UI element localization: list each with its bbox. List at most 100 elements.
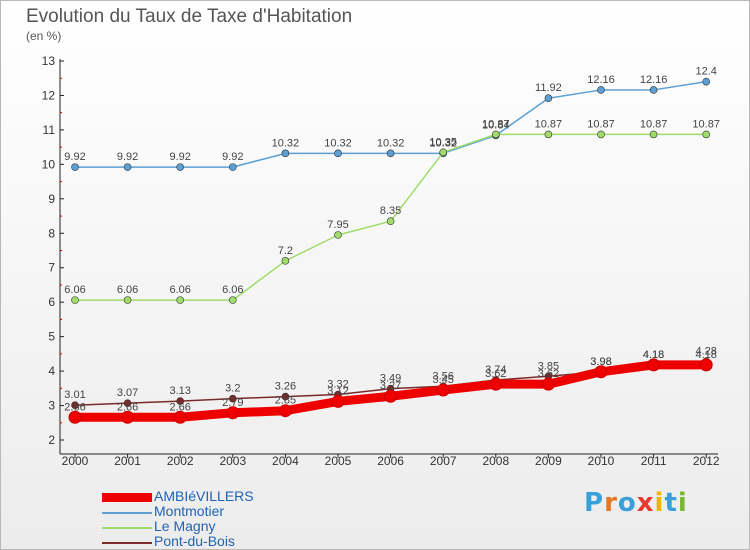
data-label: 8.35 — [380, 205, 401, 217]
data-label: 10.32 — [377, 137, 405, 149]
y-tick-label: 13 — [42, 54, 56, 68]
data-label: 10.87 — [587, 118, 615, 130]
data-point — [597, 130, 605, 139]
data-point — [68, 410, 82, 424]
data-point — [436, 383, 450, 397]
data-point — [71, 296, 79, 304]
data-label: 7.2 — [278, 245, 293, 257]
data-label: 2.66 — [64, 401, 85, 413]
data-point — [176, 163, 184, 171]
data-point — [229, 163, 237, 171]
data-point — [334, 149, 342, 158]
data-label: 2.66 — [169, 401, 190, 413]
data-label: 12.4 — [695, 66, 716, 78]
data-label: 9.92 — [169, 151, 190, 163]
data-label: 10.32 — [429, 137, 457, 149]
data-point — [597, 86, 605, 94]
y-tick-label: 12 — [42, 88, 56, 102]
y-tick-label: 9 — [48, 192, 55, 206]
data-label: 4.18 — [643, 349, 664, 361]
data-label: 12.16 — [640, 74, 668, 86]
x-tick-label: 2002 — [167, 454, 194, 468]
data-point — [229, 394, 237, 403]
x-tick-label: 2007 — [430, 454, 457, 468]
data-point — [229, 296, 237, 304]
data-label: 9.92 — [64, 151, 85, 163]
data-point — [594, 365, 608, 379]
data-label: 2.66 — [117, 401, 138, 413]
data-label: 3.01 — [64, 389, 85, 401]
chart-title: Evolution du Taux de Taxe d'Habitation — [26, 6, 353, 27]
y-tick-label: 5 — [48, 330, 55, 344]
x-tick-label: 2010 — [588, 454, 615, 468]
data-label: 10.87 — [692, 118, 720, 130]
data-label: 10.87 — [482, 118, 510, 130]
data-label: 6.06 — [169, 284, 190, 296]
data-point — [491, 130, 500, 139]
x-tick-label: 2012 — [693, 454, 720, 468]
data-label: 3.62 — [485, 368, 506, 380]
data-label: 9.92 — [117, 151, 138, 163]
data-label: 12.16 — [587, 74, 615, 86]
x-tick-label: 2011 — [641, 454, 667, 468]
data-label: 6.06 — [222, 284, 243, 296]
data-point — [699, 358, 713, 372]
data-label: 6.06 — [64, 284, 85, 296]
y-tick-label: 7 — [48, 261, 55, 275]
data-label: 3.32 — [327, 379, 348, 391]
data-label: 9.92 — [222, 151, 243, 163]
x-tick-label: 2000 — [62, 454, 89, 468]
legend-swatch — [102, 512, 152, 514]
data-label: 3.98 — [590, 356, 611, 368]
x-tick-label: 2005 — [325, 454, 352, 468]
data-point — [331, 394, 345, 408]
data-point — [176, 296, 184, 304]
y-tick-label: 8 — [48, 226, 55, 240]
data-point — [176, 397, 184, 405]
data-label: 3.62 — [538, 368, 559, 380]
data-label: 2.79 — [222, 397, 243, 409]
data-label: 3.49 — [380, 373, 401, 385]
data-label: 3.45 — [432, 374, 453, 386]
data-point — [226, 406, 240, 420]
data-point — [121, 410, 135, 424]
legend-swatch — [102, 542, 152, 544]
y-tick-label: 11 — [43, 123, 56, 137]
x-tick-label: 2004 — [272, 454, 299, 468]
data-label: 10.87 — [640, 118, 668, 130]
data-point — [123, 296, 132, 304]
data-label: 10.35 — [429, 136, 457, 148]
data-point — [386, 149, 395, 158]
y-tick-label: 10 — [42, 157, 56, 171]
data-point — [439, 148, 448, 157]
data-point — [544, 130, 553, 139]
data-point — [173, 410, 187, 424]
data-label: 3.27 — [380, 380, 401, 392]
data-point — [123, 399, 132, 407]
data-point — [334, 231, 342, 239]
data-point — [649, 86, 658, 94]
data-point — [281, 149, 290, 158]
proxiti-logo: Proxiti — [584, 488, 688, 518]
data-label: 10.32 — [324, 137, 352, 149]
data-label: 3.13 — [169, 385, 190, 397]
data-label: 7.95 — [327, 219, 348, 231]
data-point — [386, 217, 395, 226]
data-label: 3.85 — [538, 360, 559, 372]
legend-label: Le Magny — [154, 518, 216, 534]
data-point — [647, 358, 661, 372]
data-label: 3.12 — [327, 385, 348, 397]
data-label: 4.18 — [643, 349, 664, 361]
data-point — [702, 77, 711, 86]
data-label: 10.87 — [535, 118, 563, 130]
data-point — [541, 377, 555, 391]
y-axis-unit: (en %) — [26, 29, 62, 43]
data-point — [71, 401, 79, 410]
y-tick-label: 4 — [48, 364, 55, 378]
y-tick-label: 2 — [48, 433, 55, 447]
data-label: 3.07 — [117, 387, 138, 399]
y-tick-label: 6 — [48, 295, 55, 309]
legend-label: Pont-du-Bois — [154, 533, 235, 549]
data-point — [281, 392, 290, 401]
